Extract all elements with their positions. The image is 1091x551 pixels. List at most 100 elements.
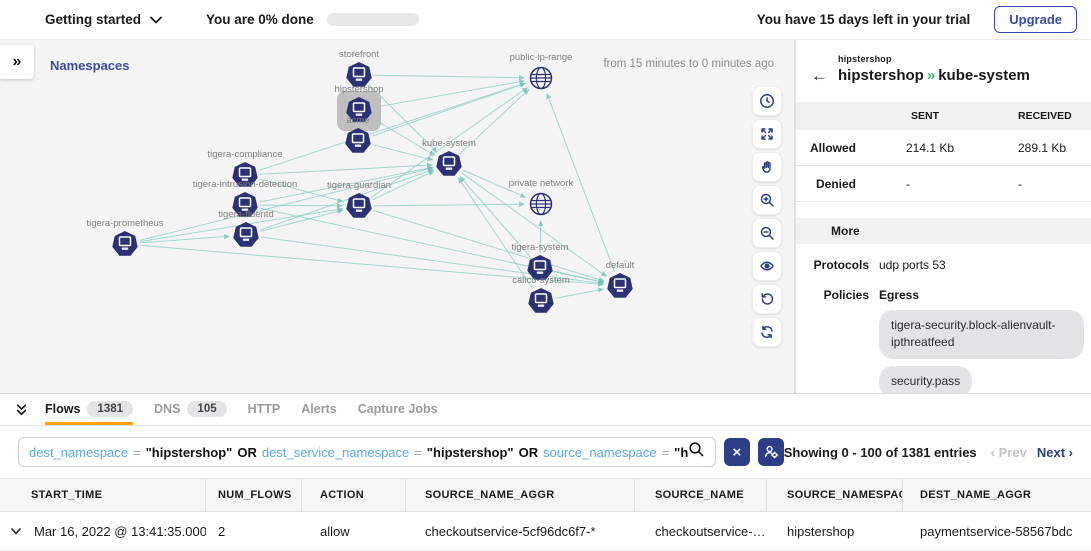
graph-node-acme[interactable]: acme: [345, 115, 371, 153]
graph-node-label: tigera-intrusion-detection: [193, 179, 298, 190]
next-chevron-icon: ›: [1068, 444, 1073, 460]
namespace-screen-glyph: [613, 278, 627, 289]
filter-token-value: "hipstershop: [674, 444, 688, 460]
graph-node-kube-system[interactable]: kube-system: [422, 138, 476, 176]
graph-node-tigera-fluentd[interactable]: tigera-fluentd: [218, 209, 274, 247]
tab-count-badge: 105: [187, 401, 227, 417]
prev-page-button[interactable]: ‹ Prev: [991, 445, 1027, 460]
tab-alerts[interactable]: Alerts: [301, 394, 336, 425]
graph-node-tigera-prometheus[interactable]: tigera-prometheus: [86, 218, 164, 256]
graph-edge: [259, 165, 434, 203]
protocols-label: Protocols: [813, 258, 869, 272]
fit-view-button[interactable]: [752, 119, 782, 149]
pan-button[interactable]: [752, 152, 782, 182]
next-page-button[interactable]: Next ›: [1037, 445, 1073, 460]
policy-badge[interactable]: security.pass: [879, 365, 973, 393]
graph-node-tigera-system[interactable]: tigera-system: [511, 242, 569, 280]
graph-node-storefront[interactable]: storefront: [339, 49, 379, 87]
graph-node-label: tigera-prometheus: [86, 218, 163, 229]
graph-node-default[interactable]: default: [606, 260, 635, 298]
tab-label: Capture Jobs: [357, 402, 438, 416]
namespace-screen-glyph: [351, 133, 365, 144]
flow-filter-input[interactable]: dest_namespace = "hipstershop" OR dest_servi…: [18, 437, 716, 467]
time-range-button[interactable]: [752, 86, 782, 116]
graph-node-private-network[interactable]: private network: [509, 178, 574, 216]
graph-node-label: storefront: [339, 49, 379, 60]
graph-node-label: private network: [509, 178, 574, 189]
tab-count-badge: 1381: [87, 401, 134, 417]
graph-node-tigera-guardian[interactable]: tigera-guardian: [327, 180, 391, 218]
graph-node-label: tigera-system: [511, 242, 568, 253]
graph-edge: [372, 170, 435, 201]
namespace-icon: [346, 62, 372, 87]
detail-context-label: hipstershop: [838, 54, 892, 64]
stats-sent-value: 214.1 Kb: [906, 140, 955, 155]
policies-direction: Egress: [879, 288, 920, 302]
namespace-bar-glyph: [241, 178, 249, 181]
user-filter-settings-button[interactable]: [757, 438, 784, 466]
graph-view-title: Namespaces: [50, 58, 130, 73]
row-expand-chevron-icon[interactable]: [11, 527, 21, 535]
graph-node-label: default: [606, 260, 635, 271]
filter-query: dest_namespace = "hipstershop" OR dest_servi…: [29, 445, 688, 460]
tab-capture-jobs[interactable]: Capture Jobs: [358, 394, 438, 425]
graph-toolbar: [752, 86, 782, 347]
graph-edge: [139, 166, 434, 241]
graph-edge: [554, 270, 605, 284]
namespace-screen-glyph: [533, 260, 547, 271]
filter-token-field: dest_namespace: [29, 444, 129, 460]
tab-dns[interactable]: DNS 105: [154, 394, 227, 425]
filter-token-op: =: [414, 444, 422, 460]
getting-started-menu[interactable]: Getting started: [45, 12, 162, 27]
upgrade-button[interactable]: Upgrade: [994, 6, 1077, 33]
graph-edge: [372, 82, 526, 137]
column-header-source_namespace: SOURCE_NAMESPACE: [767, 479, 903, 511]
graph-node-hipstershop[interactable]: hipstershop: [334, 84, 384, 131]
filter-token-value: "hipstershop": [145, 444, 233, 460]
expand-sidebar-button[interactable]: »: [0, 45, 34, 79]
column-header-num_flows: NUM_FLOWS: [206, 479, 302, 511]
graph-node-label: tigera-fluentd: [218, 209, 273, 220]
namespace-screen-glyph: [239, 227, 253, 238]
policies-row: Policies Egress: [796, 288, 1091, 302]
graph-node-label: kube-system: [422, 138, 476, 149]
tabs: Flows 1381 DNS 105 HTTP Alerts Capture Jobs: [45, 394, 459, 425]
policy-badge[interactable]: tigera-security.block-alienvault-ipthrea…: [879, 310, 1084, 359]
user-gear-icon: [764, 445, 778, 459]
policies-label: Policies: [823, 288, 869, 302]
graph-node-tigera-intrusion-detection[interactable]: tigera-intrusion-detection: [193, 179, 298, 217]
flow-table-row[interactable]: Mar 16, 2022 @ 13:41:35.000 2 allow checkou…: [0, 512, 1091, 551]
graph-edge: [373, 74, 526, 81]
zoom-in-button[interactable]: [752, 185, 782, 215]
expand-sidebar-icon: »: [12, 53, 22, 70]
stats-row-allowed: Allowed 214.1 Kb 289.1 Kb: [796, 130, 1091, 166]
tab-flows[interactable]: Flows 1381: [45, 394, 134, 425]
namespace-icon: [607, 273, 633, 298]
refresh-button[interactable]: [752, 317, 782, 347]
column-header-source_name: SOURCE_NAME: [635, 479, 767, 511]
graph-node-label: calico-system: [512, 275, 570, 286]
visibility-button[interactable]: [752, 251, 782, 281]
clear-filter-button[interactable]: ×: [724, 438, 750, 466]
graph-edge: [372, 144, 434, 162]
top-bar: Getting started You are 0% done You have…: [0, 0, 1091, 40]
back-arrow-icon[interactable]: ←: [811, 66, 828, 85]
filter-token-kw: OR: [237, 444, 257, 460]
double-chevron-down-icon: [16, 403, 27, 415]
zoom-out-button[interactable]: [752, 218, 782, 248]
graph-node-label: public-ip-range: [510, 52, 573, 63]
tab-label: DNS: [154, 402, 181, 416]
collapse-panel-button[interactable]: [14, 394, 34, 425]
graph-edge: [259, 178, 344, 203]
graph-node-calico-system[interactable]: calico-system: [512, 275, 570, 313]
graph-node-label: tigera-compliance: [208, 149, 283, 160]
cell-source_namespace: hipstershop: [787, 523, 855, 539]
namespace-bar-glyph: [616, 289, 624, 292]
graph-node-public-ip-range[interactable]: public-ip-range: [510, 52, 573, 90]
tab-http[interactable]: HTTP: [248, 394, 281, 425]
refresh-icon: [761, 325, 773, 339]
progress-label: You are 0% done: [206, 12, 314, 27]
undo-button[interactable]: [752, 284, 782, 314]
eye-icon: [760, 261, 774, 271]
graph-node-tigera-compliance[interactable]: tigera-compliance: [208, 149, 283, 187]
